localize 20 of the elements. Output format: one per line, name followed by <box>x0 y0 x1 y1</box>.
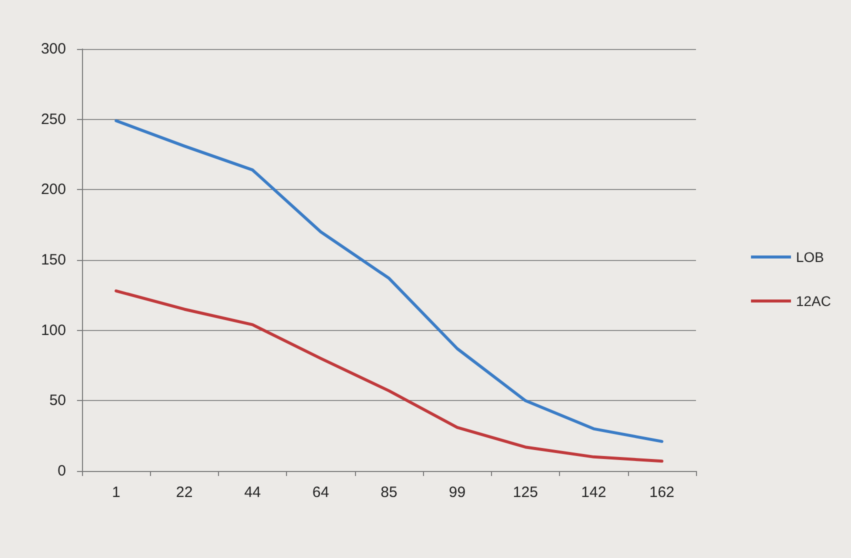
line-series <box>114 119 664 443</box>
x-tick-label: 1 <box>112 484 120 501</box>
line-series <box>114 289 664 463</box>
x-tick-label: 142 <box>581 484 606 501</box>
x-tick-label: 162 <box>649 484 674 501</box>
y-tick-label: 200 <box>40 181 66 198</box>
y-tick-label: 100 <box>40 322 66 339</box>
legend-label: 12AC <box>796 293 832 309</box>
y-tick-label: 300 <box>40 40 66 58</box>
x-tick-label: 44 <box>244 484 261 501</box>
x-tick-label: 85 <box>380 484 398 501</box>
y-tick-label: 0 <box>58 462 66 480</box>
x-tick-label: 22 <box>176 484 193 501</box>
legend-label: LOB <box>796 249 824 265</box>
y-tick-label: 250 <box>40 110 66 128</box>
x-tick-label: 125 <box>512 484 538 501</box>
y-tick-label: 150 <box>40 252 66 268</box>
y-tick-label: 50 <box>49 392 66 410</box>
x-tick-label: 99 <box>448 484 466 501</box>
x-tick-label: 64 <box>312 484 330 501</box>
